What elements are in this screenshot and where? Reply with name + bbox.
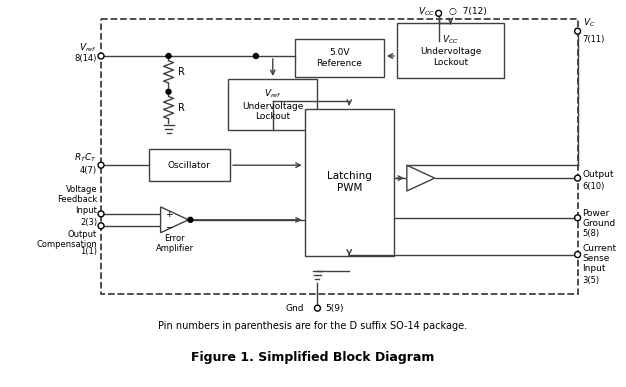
Text: Error
Amplifier: Error Amplifier (155, 234, 193, 253)
Bar (228, 79, 317, 130)
Circle shape (98, 211, 104, 217)
Text: 6(10): 6(10) (583, 182, 605, 190)
Text: 3(5): 3(5) (583, 276, 600, 285)
Text: $R_TC_T$: $R_TC_T$ (74, 151, 97, 164)
Bar (149, 149, 230, 181)
Polygon shape (161, 207, 188, 233)
Text: R: R (178, 67, 185, 77)
Circle shape (166, 53, 171, 58)
Text: 1(1): 1(1) (80, 247, 97, 256)
Circle shape (188, 217, 193, 222)
Text: 2(3): 2(3) (80, 218, 97, 227)
Circle shape (98, 223, 104, 229)
Text: $V_{ref}$: $V_{ref}$ (80, 42, 97, 54)
Text: $V_{ref}$
Undervoltage
Lockout: $V_{ref}$ Undervoltage Lockout (242, 88, 304, 121)
Text: +: + (165, 211, 172, 219)
Text: Output: Output (583, 170, 614, 179)
Bar (101, 19, 578, 294)
Circle shape (254, 53, 259, 58)
Text: Pin numbers in parenthesis are for the D suffix SO-14 package.: Pin numbers in parenthesis are for the D… (158, 321, 467, 331)
Text: ○  7(12): ○ 7(12) (448, 7, 486, 16)
Bar (295, 39, 384, 77)
Text: $V_{CC}$: $V_{CC}$ (418, 5, 434, 17)
Circle shape (575, 28, 580, 34)
Text: Figure 1. Simplified Block Diagram: Figure 1. Simplified Block Diagram (191, 351, 434, 364)
Text: Gnd: Gnd (285, 304, 304, 313)
Text: Current: Current (583, 244, 617, 253)
Text: Latching
PWM: Latching PWM (327, 171, 372, 193)
Circle shape (575, 215, 580, 221)
Circle shape (575, 175, 580, 181)
Circle shape (314, 305, 321, 311)
Circle shape (98, 53, 104, 59)
Circle shape (436, 10, 441, 16)
Circle shape (166, 89, 171, 94)
Text: Sense: Sense (583, 254, 610, 263)
Bar (305, 109, 394, 255)
Text: $V_C$: $V_C$ (583, 17, 595, 29)
Text: 5(9): 5(9) (326, 304, 344, 313)
Polygon shape (407, 165, 434, 191)
Text: Power: Power (583, 209, 610, 218)
Circle shape (575, 252, 580, 257)
Text: 5.0V
Reference: 5.0V Reference (316, 48, 362, 68)
Text: 4(7): 4(7) (80, 166, 97, 175)
Text: 8(14): 8(14) (74, 55, 97, 63)
Text: Oscillator: Oscillator (168, 161, 211, 170)
Text: Input: Input (583, 264, 606, 273)
Text: 7(11): 7(11) (583, 34, 605, 44)
Text: Voltage
Feedback
Input: Voltage Feedback Input (57, 185, 97, 215)
Text: Ground: Ground (583, 219, 616, 228)
Text: $V_{CC}$
Undervoltage
Lockout: $V_{CC}$ Undervoltage Lockout (420, 33, 481, 67)
Text: R: R (178, 103, 185, 113)
Bar (397, 23, 504, 78)
Circle shape (98, 162, 104, 168)
Text: 5(8): 5(8) (583, 229, 600, 238)
Text: Output
Compensation: Output Compensation (36, 230, 97, 249)
Text: −: − (165, 222, 172, 231)
